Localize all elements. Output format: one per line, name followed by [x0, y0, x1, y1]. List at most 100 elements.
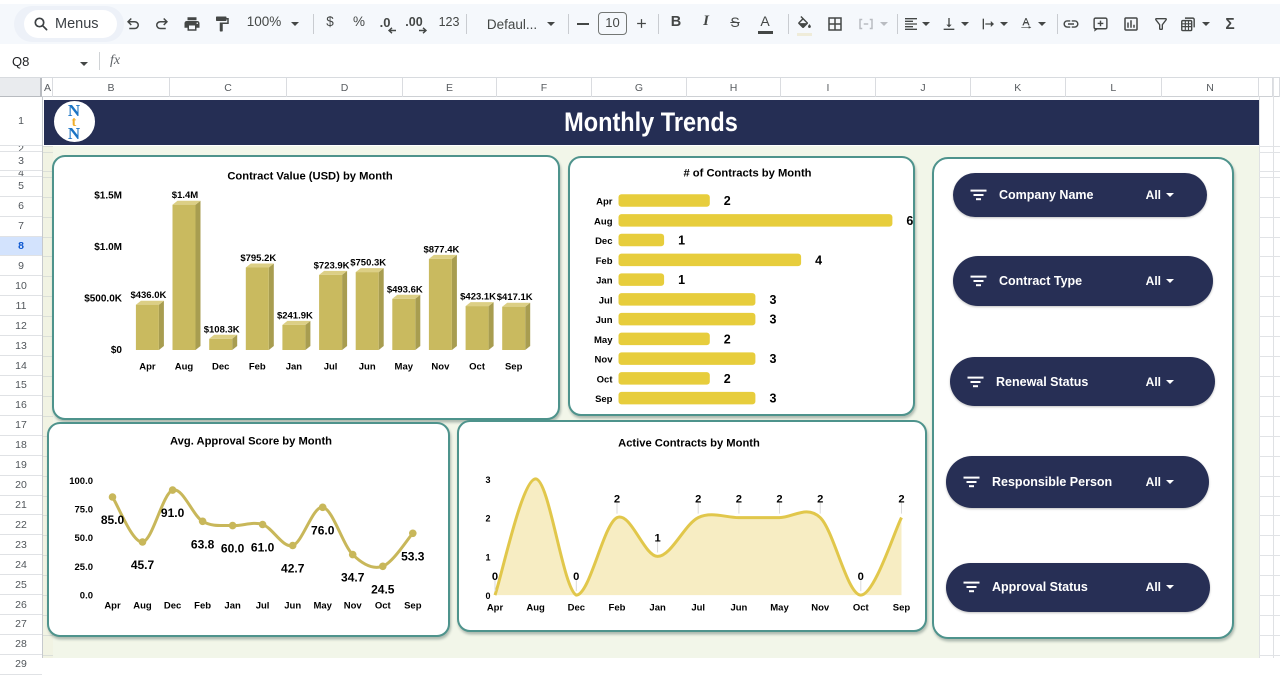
- svg-text:0: 0: [492, 571, 498, 583]
- svg-text:Dec: Dec: [212, 361, 229, 372]
- svg-text:3: 3: [770, 313, 777, 327]
- svg-text:$108.3K: $108.3K: [204, 324, 240, 335]
- svg-text:0.0: 0.0: [80, 590, 93, 601]
- svg-text:Aug: Aug: [594, 216, 613, 227]
- svg-text:3: 3: [770, 352, 777, 366]
- svg-text:3: 3: [770, 293, 777, 307]
- svg-text:Feb: Feb: [194, 601, 211, 612]
- svg-text:$417.1K: $417.1K: [497, 292, 533, 303]
- svg-text:$436.0K: $436.0K: [130, 290, 166, 301]
- svg-text:1: 1: [485, 552, 490, 562]
- svg-text:$877.4K: $877.4K: [423, 244, 459, 255]
- svg-text:$750.3K: $750.3K: [350, 258, 386, 269]
- svg-text:Feb: Feb: [596, 256, 613, 267]
- svg-text:Avg. Approval Score by Month: Avg. Approval Score by Month: [170, 436, 332, 448]
- svg-text:85.0: 85.0: [101, 513, 125, 527]
- svg-text:2: 2: [817, 494, 823, 506]
- svg-text:91.0: 91.0: [161, 506, 185, 520]
- svg-text:Feb: Feb: [609, 602, 626, 613]
- svg-text:34.7: 34.7: [341, 571, 365, 585]
- svg-text:$795.2K: $795.2K: [240, 253, 276, 264]
- svg-text:Oct: Oct: [375, 601, 392, 612]
- svg-text:Jul: Jul: [691, 602, 705, 613]
- svg-text:Jan: Jan: [596, 276, 613, 287]
- svg-text:May: May: [770, 602, 789, 613]
- svg-text:50.0: 50.0: [75, 533, 94, 544]
- svg-text:24.5: 24.5: [371, 582, 395, 596]
- svg-text:53.3: 53.3: [401, 549, 425, 563]
- svg-text:Jul: Jul: [324, 361, 338, 372]
- svg-text:$1.5M: $1.5M: [94, 190, 122, 201]
- svg-text:Nov: Nov: [344, 601, 363, 612]
- svg-text:Oct: Oct: [853, 602, 870, 613]
- svg-text:Sep: Sep: [404, 601, 422, 612]
- svg-text:Dec: Dec: [595, 236, 612, 247]
- svg-text:6: 6: [906, 214, 913, 228]
- svg-text:Jan: Jan: [649, 602, 666, 613]
- svg-text:3: 3: [485, 475, 490, 485]
- svg-text:76.0: 76.0: [311, 523, 335, 537]
- svg-text:$723.9K: $723.9K: [314, 260, 350, 271]
- svg-text:Apr: Apr: [596, 197, 613, 208]
- svg-text:75.0: 75.0: [75, 504, 94, 515]
- svg-text:Nov: Nov: [431, 361, 450, 372]
- svg-text:0: 0: [485, 591, 490, 601]
- svg-text:Sep: Sep: [505, 361, 523, 372]
- svg-text:Sep: Sep: [893, 602, 911, 613]
- svg-text:May: May: [594, 335, 613, 346]
- svg-text:1: 1: [654, 532, 660, 544]
- svg-text:100.0: 100.0: [69, 476, 93, 487]
- svg-text:3: 3: [770, 392, 777, 406]
- svg-text:Dec: Dec: [164, 601, 181, 612]
- svg-text:$423.1K: $423.1K: [460, 292, 496, 303]
- svg-text:$1.0M: $1.0M: [94, 242, 122, 253]
- svg-text:1: 1: [678, 273, 685, 287]
- svg-text:Jun: Jun: [359, 361, 376, 372]
- svg-text:60.0: 60.0: [221, 542, 245, 556]
- svg-text:$241.9K: $241.9K: [277, 310, 313, 321]
- svg-text:Nov: Nov: [595, 355, 614, 366]
- svg-text:25.0: 25.0: [75, 562, 94, 573]
- svg-text:2: 2: [695, 494, 701, 506]
- svg-text:Dec: Dec: [568, 602, 585, 613]
- svg-text:1: 1: [678, 234, 685, 248]
- svg-text:Nov: Nov: [811, 602, 830, 613]
- svg-text:Sep: Sep: [595, 394, 613, 405]
- svg-text:0: 0: [858, 571, 864, 583]
- svg-text:42.7: 42.7: [281, 562, 305, 576]
- svg-text:$500.0K: $500.0K: [84, 293, 123, 304]
- svg-text:2: 2: [614, 494, 620, 506]
- svg-text:Jul: Jul: [599, 295, 613, 306]
- svg-text:2: 2: [736, 494, 742, 506]
- svg-text:Jun: Jun: [596, 315, 613, 326]
- svg-text:Contract Value (USD) by Month: Contract Value (USD) by Month: [227, 171, 392, 183]
- svg-text:2: 2: [724, 194, 731, 208]
- svg-text:Jan: Jan: [224, 601, 241, 612]
- svg-text:$493.6K: $493.6K: [387, 284, 423, 295]
- svg-text:Apr: Apr: [104, 601, 121, 612]
- svg-text:2: 2: [724, 332, 731, 346]
- svg-text:Jul: Jul: [256, 601, 270, 612]
- svg-text:Active Contracts by Month: Active Contracts by Month: [618, 438, 760, 450]
- svg-text:$1.4M: $1.4M: [172, 190, 198, 201]
- svg-text:Aug: Aug: [526, 602, 545, 613]
- svg-text:Aug: Aug: [175, 361, 194, 372]
- svg-text:4: 4: [815, 253, 822, 267]
- svg-text:May: May: [313, 601, 332, 612]
- svg-text:$0: $0: [111, 345, 123, 356]
- svg-text:0: 0: [573, 571, 579, 583]
- svg-text:Oct: Oct: [469, 361, 486, 372]
- svg-text:Aug: Aug: [133, 601, 152, 612]
- svg-text:Apr: Apr: [139, 361, 156, 372]
- svg-text:Jun: Jun: [284, 601, 301, 612]
- svg-text:2: 2: [485, 514, 490, 524]
- svg-text:61.0: 61.0: [251, 541, 275, 555]
- svg-text:Oct: Oct: [597, 374, 614, 385]
- svg-text:Apr: Apr: [487, 602, 504, 613]
- svg-text:63.8: 63.8: [191, 537, 215, 551]
- svg-text:Jun: Jun: [730, 602, 747, 613]
- svg-text:2: 2: [898, 494, 904, 506]
- svg-text:2: 2: [724, 372, 731, 386]
- svg-text:# of Contracts by Month: # of Contracts by Month: [683, 168, 811, 180]
- svg-text:2: 2: [776, 494, 782, 506]
